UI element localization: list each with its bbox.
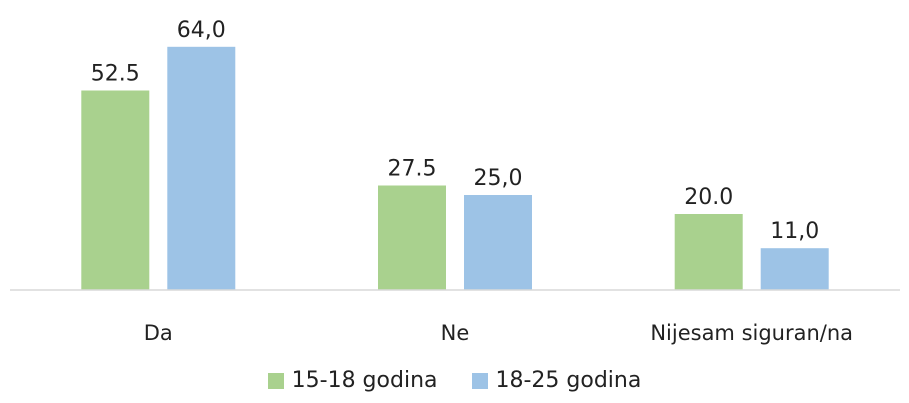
bar-15-18-0 — [81, 90, 150, 290]
bar-18-25-2 — [760, 248, 829, 290]
category-label-2: Nijesam siguran/na — [650, 321, 853, 345]
bar-chart: 52.5 64,0 27.5 25,0 20.0 11,0 Da Ne Nijesam sig… — [10, 18, 900, 345]
legend-item-18-25: 18-25 godina — [471, 368, 642, 393]
data-label-15-18-1: 27.5 — [388, 157, 437, 182]
data-label-18-25-0: 64,0 — [177, 18, 226, 43]
category-label-0: Da — [144, 321, 173, 345]
legend-swatch-15-18 — [267, 372, 284, 389]
data-label-15-18-0: 52.5 — [91, 62, 140, 87]
bar-15-18-1 — [378, 185, 446, 290]
category-labels: Da Ne Nijesam siguran/na — [144, 321, 853, 345]
data-label-15-18-2: 20.0 — [684, 185, 733, 210]
bar-18-25-0 — [167, 46, 236, 290]
category-label-1: Ne — [441, 321, 470, 345]
legend-label-15-18: 15-18 godina — [291, 368, 438, 393]
data-label-18-25-2: 11,0 — [770, 219, 819, 244]
data-label-18-25-1: 25,0 — [474, 166, 523, 191]
legend: 15-18 godina 18-25 godina — [0, 368, 909, 403]
legend-item-15-18: 15-18 godina — [267, 368, 438, 393]
bar-15-18-2 — [674, 214, 743, 290]
legend-label-18-25: 18-25 godina — [495, 368, 642, 393]
legend-swatch-18-25 — [471, 372, 488, 389]
bars-group: 52.5 64,0 27.5 25,0 20.0 11,0 — [81, 18, 829, 290]
bar-18-25-1 — [464, 195, 532, 290]
